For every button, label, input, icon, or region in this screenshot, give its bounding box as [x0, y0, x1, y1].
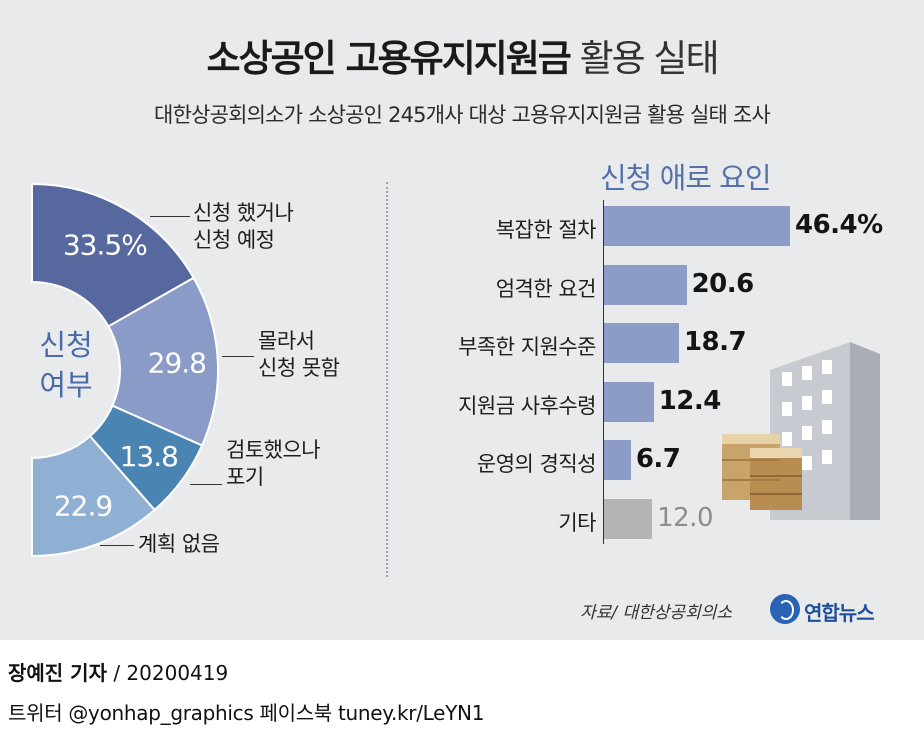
bar — [604, 206, 790, 246]
yonhap-logo-text: 연합뉴스 — [804, 601, 875, 625]
leader-line — [190, 484, 222, 485]
social-links: 트위터 @yonhap_graphics 페이스북 tuney.kr/LeYN1 — [8, 701, 485, 725]
donut-value-label: 33.5% — [63, 229, 147, 262]
donut-value-label: 13.8 — [120, 440, 178, 473]
donut-slice — [31, 434, 156, 558]
bar — [604, 264, 687, 305]
subtitle: 대한상공회의소가 소상공인 245개사 대상 고용유지지원금 활용 실태 조사 — [154, 103, 771, 127]
donut-center-line: 신청 — [39, 328, 93, 362]
bar-value-label: 6.7 — [635, 444, 681, 474]
page-title: 소상공인 고용유지지원금 활용 실태 — [0, 28, 924, 82]
bar — [604, 498, 653, 539]
bar — [604, 440, 631, 480]
bar-category-label: 운영의 경직성 — [476, 452, 597, 476]
donut-value-label: 29.8 — [148, 347, 206, 380]
donut-category-line: 신청 못함 — [258, 356, 340, 380]
building-icon — [722, 342, 880, 520]
title-bold: 소상공인 고용유지지원금 — [206, 37, 571, 80]
chart-divider — [386, 182, 388, 577]
donut-category-line: 신청 했거나 — [193, 201, 294, 225]
leader-line — [150, 216, 190, 217]
bar-category-label: 부족한 지원수준 — [458, 335, 596, 359]
bar-category-label: 복잡한 절차 — [495, 218, 597, 242]
bar-value-label: 46.4% — [795, 210, 883, 240]
title-light: 활용 실태 — [579, 37, 720, 80]
donut-category-line: 검토했으나 — [226, 438, 321, 462]
donut-value-label: 22.9 — [54, 490, 112, 523]
bar-value-label: 12.0 — [657, 502, 713, 533]
half-donut-chart: 33.5% 29.8 13.822.9 — [31, 182, 219, 558]
bar — [604, 323, 679, 363]
donut-category-line: 신청 예정 — [193, 228, 275, 252]
bar-chart-title: 신청 애로 요인 — [600, 161, 772, 195]
source-note: 자료/ 대한상공회의소 — [580, 603, 732, 623]
bar-value-label: 20.6 — [691, 268, 755, 299]
bar-category-label: 기타 — [558, 510, 596, 535]
byline: 장예진 기자 / 20200419 — [8, 657, 228, 686]
donut-slice — [107, 276, 219, 447]
donut-category-line: 계획 없음 — [138, 532, 220, 556]
yonhap-logo-icon — [770, 594, 800, 624]
leader-line — [222, 356, 254, 357]
bar-category-label: 지원금 사후수령 — [458, 393, 596, 418]
leader-line — [100, 545, 134, 546]
byline-name: 장예진 기자 — [8, 661, 107, 685]
bar-axis-line — [603, 200, 604, 544]
bar-value-label: 18.7 — [683, 327, 747, 357]
donut-category-line: 포기 — [226, 465, 264, 489]
bar — [604, 381, 654, 422]
donut-slice — [31, 182, 195, 328]
donut-category-label: 계획 없음 — [138, 531, 220, 558]
donut-center-line: 여부 — [39, 368, 93, 402]
bar-category-label: 엄격한 요건 — [495, 276, 597, 301]
byline-date: / 20200419 — [106, 661, 229, 685]
money-stack-icon — [722, 434, 802, 510]
bar-value-label: 12.4 — [658, 385, 722, 416]
donut-category-line: 몰라서 — [258, 329, 315, 353]
